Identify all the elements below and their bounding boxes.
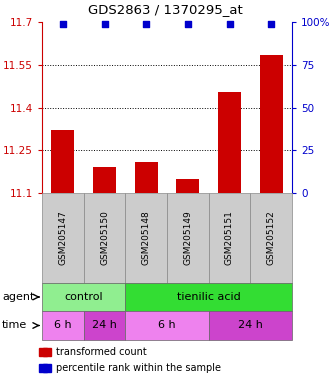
Text: control: control	[64, 292, 103, 302]
Text: GSM205150: GSM205150	[100, 210, 109, 265]
Bar	[135, 162, 158, 193]
Text: time: time	[2, 321, 27, 331]
Bar	[218, 92, 241, 193]
Text: GSM205149: GSM205149	[183, 211, 192, 265]
Point	[144, 21, 149, 27]
Bar	[260, 55, 283, 193]
Text: GSM205147: GSM205147	[58, 211, 67, 265]
Text: 6 h: 6 h	[54, 321, 71, 331]
Text: percentile rank within the sample: percentile rank within the sample	[56, 363, 221, 373]
Text: tienilic acid: tienilic acid	[177, 292, 241, 302]
Text: GDS2863 / 1370295_at: GDS2863 / 1370295_at	[88, 3, 243, 16]
Point	[60, 21, 66, 27]
Text: 24 h: 24 h	[92, 321, 117, 331]
Text: GSM205152: GSM205152	[267, 211, 276, 265]
Point	[227, 21, 232, 27]
Point	[185, 21, 190, 27]
Bar	[51, 130, 74, 193]
Bar	[176, 179, 199, 193]
Text: 6 h: 6 h	[158, 321, 176, 331]
Text: agent: agent	[2, 292, 34, 302]
Text: GSM205151: GSM205151	[225, 210, 234, 265]
Text: GSM205148: GSM205148	[142, 211, 151, 265]
Point	[102, 21, 107, 27]
Text: transformed count: transformed count	[56, 347, 147, 357]
Point	[268, 21, 274, 27]
Bar	[93, 167, 116, 193]
Text: 24 h: 24 h	[238, 321, 263, 331]
